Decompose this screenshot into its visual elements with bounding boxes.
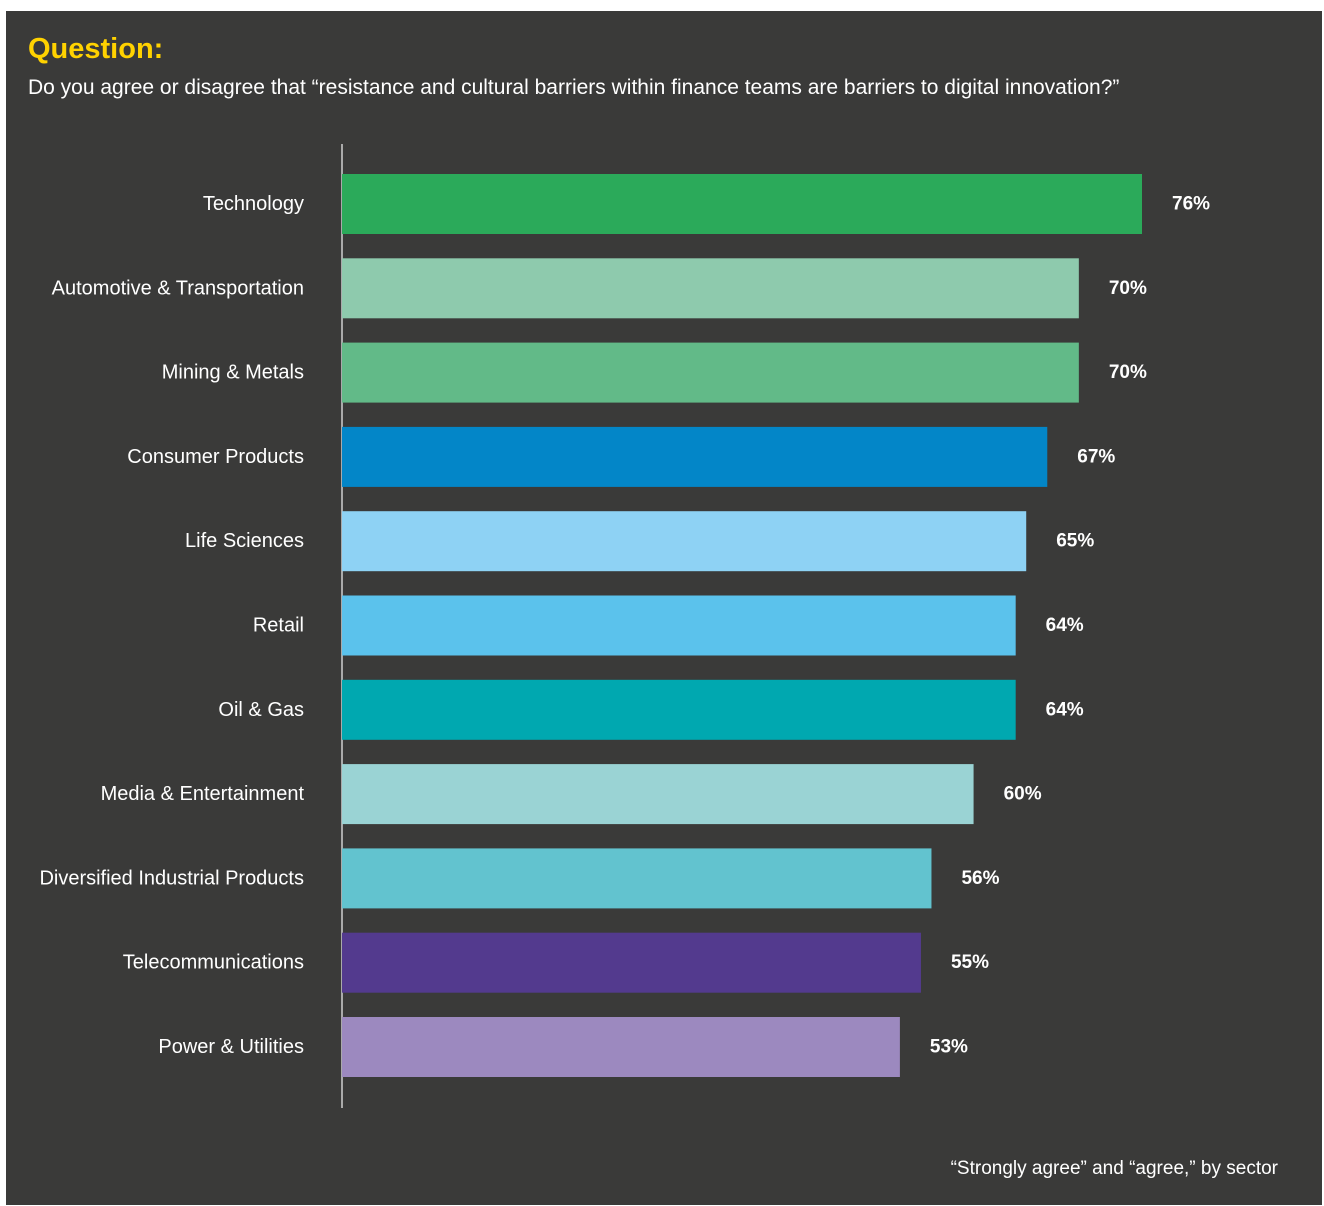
category-label: Diversified Industrial Products bbox=[39, 867, 304, 889]
bar-4 bbox=[342, 511, 1027, 572]
value-label: 70% bbox=[1109, 362, 1147, 383]
bar-0 bbox=[342, 174, 1142, 234]
category-label: Telecommunications bbox=[123, 952, 304, 974]
value-label: 65% bbox=[1056, 531, 1094, 552]
bar-1 bbox=[342, 258, 1079, 319]
value-label: 70% bbox=[1109, 278, 1147, 299]
value-label: 67% bbox=[1077, 446, 1115, 467]
chart-panel: Question: Do you agree or disagree that … bbox=[6, 11, 1322, 1205]
bar-8 bbox=[342, 848, 932, 909]
category-label: Automotive & Transportation bbox=[52, 277, 304, 299]
bar-3 bbox=[342, 426, 1048, 487]
category-label: Media & Entertainment bbox=[101, 783, 305, 805]
value-label: 55% bbox=[951, 952, 989, 973]
question-text: Do you agree or disagree that “resistanc… bbox=[28, 76, 1120, 99]
category-label: Oil & Gas bbox=[218, 699, 304, 721]
category-label: Life Sciences bbox=[185, 530, 304, 552]
value-label: 76% bbox=[1172, 194, 1210, 215]
bar-7 bbox=[342, 764, 974, 825]
value-label: 64% bbox=[1046, 615, 1084, 636]
bar-2 bbox=[342, 342, 1079, 403]
question-label: Question: bbox=[28, 33, 164, 65]
category-label: Mining & Metals bbox=[162, 362, 304, 384]
bar-chart: Technology 76% Automotive & Transportation… bbox=[39, 144, 1210, 1108]
bars-group: Technology 76% Automotive & Transportation… bbox=[39, 174, 1210, 1077]
value-label: 60% bbox=[1004, 784, 1042, 805]
footnote: “Strongly agree” and “agree,” by sector bbox=[950, 1158, 1278, 1179]
bar-10 bbox=[342, 1017, 900, 1077]
category-label: Retail bbox=[253, 615, 304, 637]
value-label: 53% bbox=[930, 1037, 968, 1058]
bar-9 bbox=[342, 932, 921, 993]
bar-6 bbox=[342, 679, 1016, 740]
category-label: Power & Utilities bbox=[158, 1036, 304, 1058]
bar-5 bbox=[342, 595, 1016, 656]
category-label: Consumer Products bbox=[127, 446, 304, 468]
category-label: Technology bbox=[203, 193, 304, 215]
value-label: 64% bbox=[1046, 699, 1084, 720]
value-label: 56% bbox=[961, 868, 999, 889]
